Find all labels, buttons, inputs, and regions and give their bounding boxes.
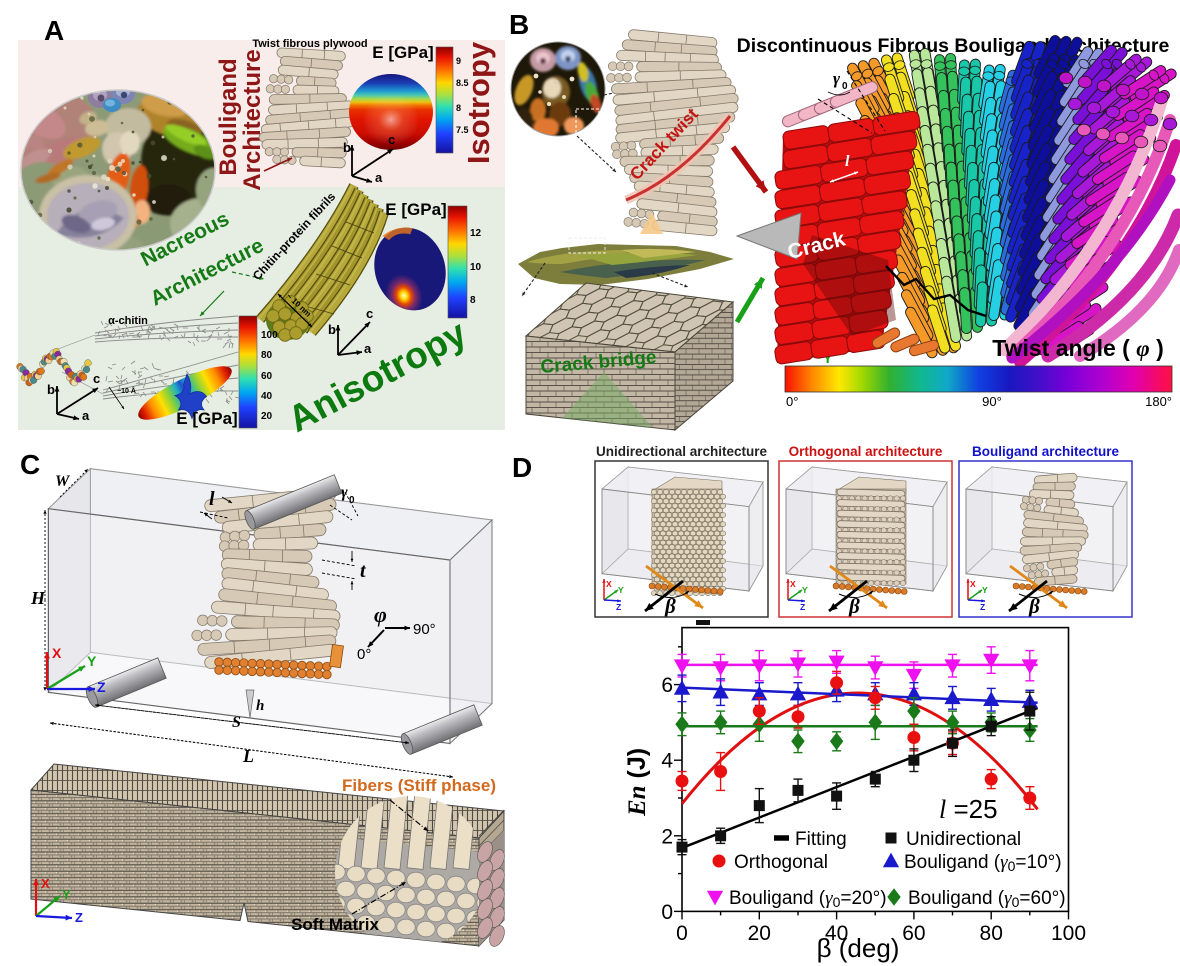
svg-text:8.5: 8.5: [456, 78, 469, 88]
svg-text:Unidirectional: Unidirectional: [906, 829, 1021, 850]
svg-text:D: D: [512, 452, 532, 483]
svg-text:80: 80: [980, 922, 1003, 945]
svg-text:W: W: [55, 473, 71, 490]
svg-text:E [GPa]: E [GPa]: [176, 409, 237, 428]
svg-text:Unidirectional architecture: Unidirectional architecture: [596, 444, 768, 459]
svg-text:9: 9: [456, 56, 461, 66]
svg-text:12: 12: [470, 228, 482, 239]
svg-text:α-chitin: α-chitin: [108, 315, 148, 327]
svg-text:90°: 90°: [413, 621, 436, 638]
svg-text:0°: 0°: [786, 394, 798, 409]
svg-text:X: X: [52, 645, 62, 661]
svg-text:40: 40: [261, 391, 273, 402]
svg-text:a: a: [364, 341, 372, 356]
svg-text:L: L: [242, 746, 254, 766]
svg-text:10: 10: [470, 262, 482, 273]
svg-text:a: a: [375, 170, 383, 185]
svg-text:20: 20: [748, 922, 771, 945]
svg-text:a: a: [82, 408, 90, 423]
svg-text:0°: 0°: [357, 646, 371, 663]
svg-text:Isotropy: Isotropy: [461, 41, 496, 164]
svg-text:Z: Z: [980, 602, 985, 612]
svg-text:0: 0: [661, 901, 673, 924]
svg-text:Y: Y: [87, 653, 97, 669]
svg-text:A: A: [44, 15, 64, 46]
svg-text:6: 6: [661, 674, 673, 697]
svg-text:S: S: [232, 714, 241, 731]
svg-text:c: c: [366, 306, 373, 321]
svg-text:8: 8: [456, 103, 461, 113]
svg-text:2: 2: [661, 825, 673, 848]
svg-text:γ: γ: [833, 69, 841, 88]
svg-text:H: H: [30, 588, 46, 608]
svg-text:Bouligand (γ0=60°): Bouligand (γ0=60°): [908, 888, 1066, 910]
svg-text:b: b: [328, 322, 336, 337]
svg-text:Z: Z: [97, 679, 106, 695]
svg-text:Bouligand architecture: Bouligand architecture: [972, 444, 1120, 459]
svg-text:Fitting: Fitting: [795, 829, 847, 850]
svg-text:0: 0: [842, 81, 848, 92]
svg-text:E [GPa]: E [GPa]: [385, 200, 446, 219]
svg-text:100: 100: [1051, 922, 1086, 945]
svg-text:X: X: [790, 579, 796, 589]
svg-text:B: B: [509, 9, 529, 40]
svg-text:Z: Z: [616, 602, 621, 612]
svg-text:Y: Y: [618, 585, 624, 595]
svg-text:Soft Matrix: Soft Matrix: [291, 915, 379, 934]
svg-text:b: b: [47, 382, 55, 397]
svg-text:X: X: [970, 579, 976, 589]
svg-text:Y: Y: [823, 350, 833, 366]
svg-text:0: 0: [349, 495, 355, 506]
svg-text:c: c: [93, 371, 100, 386]
svg-text:80: 80: [261, 350, 273, 361]
svg-text:X: X: [606, 579, 612, 589]
svg-text:Z: Z: [75, 910, 83, 925]
svg-text:β: β: [848, 594, 860, 618]
svg-text:t: t: [360, 560, 367, 582]
svg-text:β: β: [664, 594, 676, 618]
svg-text:Y: Y: [62, 887, 71, 902]
svg-text:~10 Å: ~10 Å: [117, 386, 136, 395]
svg-text:Orthogonal: Orthogonal: [734, 852, 828, 873]
svg-text:φ: φ: [374, 602, 387, 627]
svg-text:60: 60: [261, 371, 273, 382]
svg-text:b: b: [343, 140, 351, 155]
svg-text:4: 4: [661, 750, 673, 773]
svg-text:100: 100: [261, 330, 278, 341]
svg-text:l: l: [209, 488, 215, 510]
svg-text:l: l: [845, 153, 850, 170]
svg-text:180°: 180°: [1145, 394, 1172, 409]
svg-text:γ: γ: [341, 484, 348, 501]
svg-text:90°: 90°: [982, 394, 1002, 409]
svg-text:Fibers (Stiff phase): Fibers (Stiff phase): [342, 776, 496, 795]
svg-text:Bouligand: Bouligand: [215, 58, 242, 175]
svg-text:60: 60: [902, 922, 925, 945]
svg-text:8: 8: [470, 295, 476, 306]
svg-text:0: 0: [676, 922, 688, 945]
svg-text:Y: Y: [802, 585, 808, 595]
svg-text:Y: Y: [982, 585, 988, 595]
svg-text:20: 20: [261, 411, 273, 422]
svg-text:Architecture: Architecture: [239, 49, 266, 190]
svg-text:Bouligand (γ0=20°): Bouligand (γ0=20°): [729, 888, 887, 910]
svg-text:En (J): En (J): [623, 748, 651, 817]
svg-text:40: 40: [825, 922, 848, 945]
svg-text:β: β: [1028, 594, 1040, 618]
svg-text:c: c: [388, 132, 395, 147]
svg-text:h: h: [256, 698, 264, 714]
svg-text:C: C: [20, 449, 40, 480]
svg-text:Twist angle ( φ ): Twist angle ( φ ): [992, 335, 1164, 361]
svg-text:X: X: [41, 876, 50, 891]
svg-text:7.5: 7.5: [456, 125, 469, 135]
svg-text:Twist fibrous plywood: Twist fibrous plywood: [252, 38, 367, 50]
svg-text:Z: Z: [800, 602, 805, 612]
svg-text:Orthogonal architecture: Orthogonal architecture: [789, 444, 943, 459]
svg-text:l =25: l =25: [939, 794, 998, 824]
svg-text:E [GPa]: E [GPa]: [372, 43, 433, 62]
svg-text:Bouligand (γ0=10°): Bouligand (γ0=10°): [904, 852, 1062, 874]
svg-text:β (deg): β (deg): [817, 933, 900, 963]
